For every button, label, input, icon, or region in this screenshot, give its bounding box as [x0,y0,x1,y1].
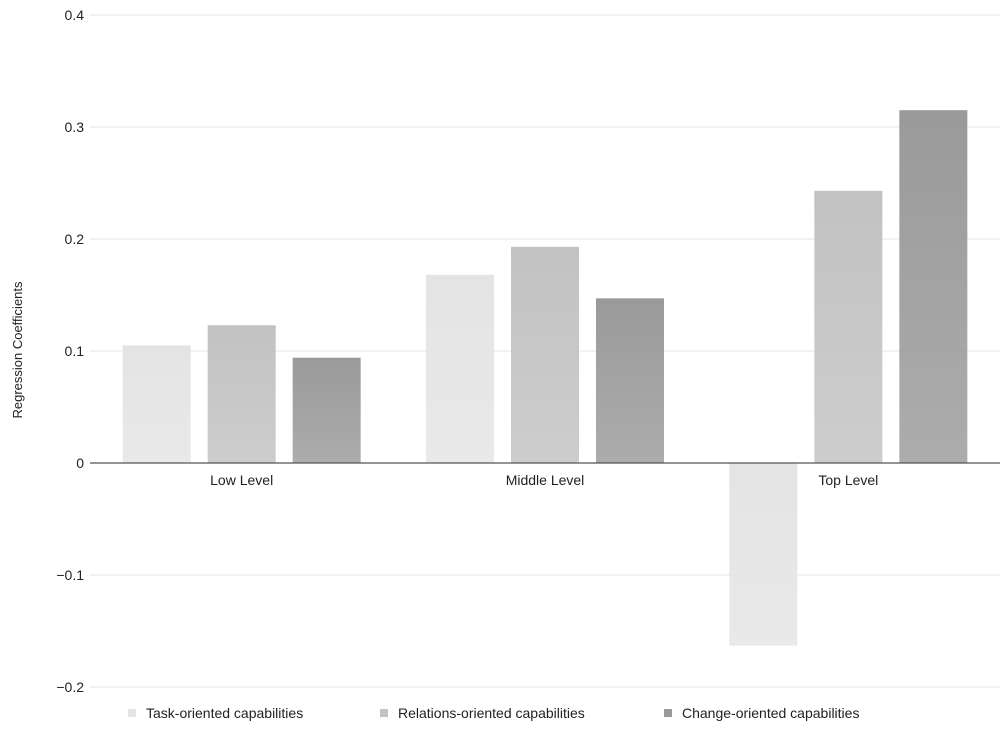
y-axis-title: Regression Coefficients [10,281,25,419]
bar-top-level-series-2 [899,110,968,463]
legend-swatch [380,709,388,717]
bar-top-level-series-0 [729,463,798,646]
y-tick-label: 0.4 [65,7,85,23]
y-tick-label: 0.2 [65,231,85,247]
bar-low-level-series-1 [207,325,276,463]
axes: 0.4 0.3 0.2 0.1 0 −0.1 −0.2 Low Level Middle Lev… [56,7,1000,695]
legend: Task-oriented capabilities Relations-orie… [128,705,859,721]
bar-low-level-series-0 [122,345,191,463]
y-tick-label: 0.1 [65,343,85,359]
bar-middle-level-series-1 [511,246,579,463]
bar-top-level-series-1 [814,190,883,463]
y-tick-label: −0.2 [56,679,84,695]
y-tick-label: −0.1 [56,567,84,583]
x-category-label: Low Level [210,472,273,488]
y-tick-label: 0 [76,455,84,471]
x-category-label: Top Level [818,472,878,488]
legend-label: Task-oriented capabilities [146,705,303,721]
legend-swatch [664,709,672,717]
bars [122,110,968,646]
legend-swatch [128,709,136,717]
y-tick-label: 0.3 [65,119,85,135]
x-category-label: Middle Level [506,472,585,488]
bar-middle-level-series-2 [596,298,664,463]
legend-label: Change-oriented capabilities [682,705,859,721]
legend-label: Relations-oriented capabilities [398,705,585,721]
bar-middle-level-series-0 [426,274,494,463]
bar-low-level-series-2 [292,357,361,463]
